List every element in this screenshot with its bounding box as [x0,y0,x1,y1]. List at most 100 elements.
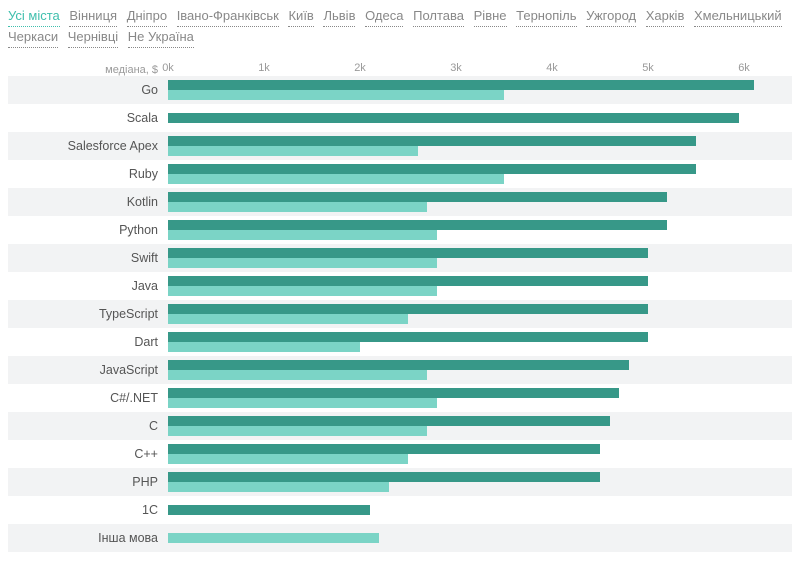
tab-3[interactable]: Івано-Франківськ [177,6,279,27]
bar-cell [168,76,792,104]
tab-1[interactable]: Вінниця [69,6,117,27]
row-label: Ruby [8,160,168,188]
tick: 6k [738,62,750,74]
row-label: Інша мова [8,524,168,552]
bar-junior [168,314,408,324]
tab-14[interactable]: Чернівці [68,27,118,48]
bar-junior [168,426,427,436]
bar-senior [168,248,648,258]
tab-10[interactable]: Ужгород [586,6,636,27]
bar-junior [168,230,437,240]
tab-13[interactable]: Черкаси [8,27,58,48]
salary-chart: медіана, $ 0k1k2k3k4k5k6k GoScalaSalesfo… [0,52,800,560]
city-tabs: Усі міста Вінниця Дніпро Івано-Франківсь… [0,0,800,52]
chart-row: Python [8,216,792,244]
row-label: PHP [8,468,168,496]
row-label: Scala [8,104,168,132]
chart-row: C++ [8,440,792,468]
axis-ticks: 0k1k2k3k4k5k6k [168,52,792,76]
tab-12[interactable]: Хмельницький [694,6,782,27]
bar-cell [168,524,792,552]
chart-row: PHP [8,468,792,496]
bar-senior [168,332,648,342]
tab-5[interactable]: Львів [323,6,355,27]
bar-junior [168,454,408,464]
row-label: Go [8,76,168,104]
x-axis: медіана, $ 0k1k2k3k4k5k6k [8,52,792,76]
tab-6[interactable]: Одеса [365,6,403,27]
chart-row: TypeScript [8,300,792,328]
tab-8[interactable]: Рівне [474,6,507,27]
chart-row: 1C [8,496,792,524]
bar-senior [168,472,600,482]
bar-cell [168,160,792,188]
bar-junior [168,202,427,212]
tick: 4k [546,62,558,74]
tab-9[interactable]: Тернопіль [516,6,576,27]
chart-row: Dart [8,328,792,356]
bar-senior [168,416,610,426]
bar-senior [168,388,619,398]
bar-junior [168,146,418,156]
bar-cell [168,328,792,356]
row-label: Swift [8,244,168,272]
row-label: Python [8,216,168,244]
row-label: C [8,412,168,440]
row-label: Dart [8,328,168,356]
bar-senior [168,444,600,454]
bar-junior [168,286,437,296]
bar-cell [168,300,792,328]
chart-row: Ruby [8,160,792,188]
bar-senior [168,360,629,370]
bar-cell [168,104,792,132]
chart-row: Go [8,76,792,104]
chart-rows: GoScalaSalesforce ApexRubyKotlinPythonSw… [8,76,792,552]
tab-15[interactable]: Не Україна [128,27,194,48]
bar-cell [168,132,792,160]
tick: 5k [642,62,654,74]
tab-7[interactable]: Полтава [413,6,464,27]
bar-cell [168,412,792,440]
tick: 0k [162,62,174,74]
chart-row: Swift [8,244,792,272]
bar-senior [168,192,667,202]
row-label: C#/.NET [8,384,168,412]
tab-11[interactable]: Харків [646,6,685,27]
row-label: C++ [8,440,168,468]
bar-cell [168,188,792,216]
chart-row: Kotlin [8,188,792,216]
chart-row: Salesforce Apex [8,132,792,160]
chart-row: Інша мова [8,524,792,552]
chart-row: JavaScript [8,356,792,384]
bar-senior [168,136,696,146]
chart-row: C [8,412,792,440]
tab-4[interactable]: Київ [288,6,313,27]
axis-label: медіана, $ [8,64,168,76]
bar-junior [168,174,504,184]
bar-cell [168,384,792,412]
bar-cell [168,468,792,496]
bar-senior [168,80,754,90]
row-label: Salesforce Apex [8,132,168,160]
tick: 2k [354,62,366,74]
bar-cell [168,496,792,524]
tab-2[interactable]: Дніпро [127,6,167,27]
row-label: 1C [8,496,168,524]
row-label: JavaScript [8,356,168,384]
bar-senior [168,113,739,123]
chart-row: Scala [8,104,792,132]
bar-senior [168,304,648,314]
row-label: Java [8,272,168,300]
bar-senior [168,505,370,515]
row-label: TypeScript [8,300,168,328]
bar-cell [168,272,792,300]
bar-senior [168,276,648,286]
bar-junior [168,342,360,352]
bar-cell [168,440,792,468]
bar-senior [168,164,696,174]
bar-junior [168,482,389,492]
bar-junior [168,258,437,268]
bar-cell [168,216,792,244]
bar-cell [168,356,792,384]
tab-0[interactable]: Усі міста [8,6,60,27]
